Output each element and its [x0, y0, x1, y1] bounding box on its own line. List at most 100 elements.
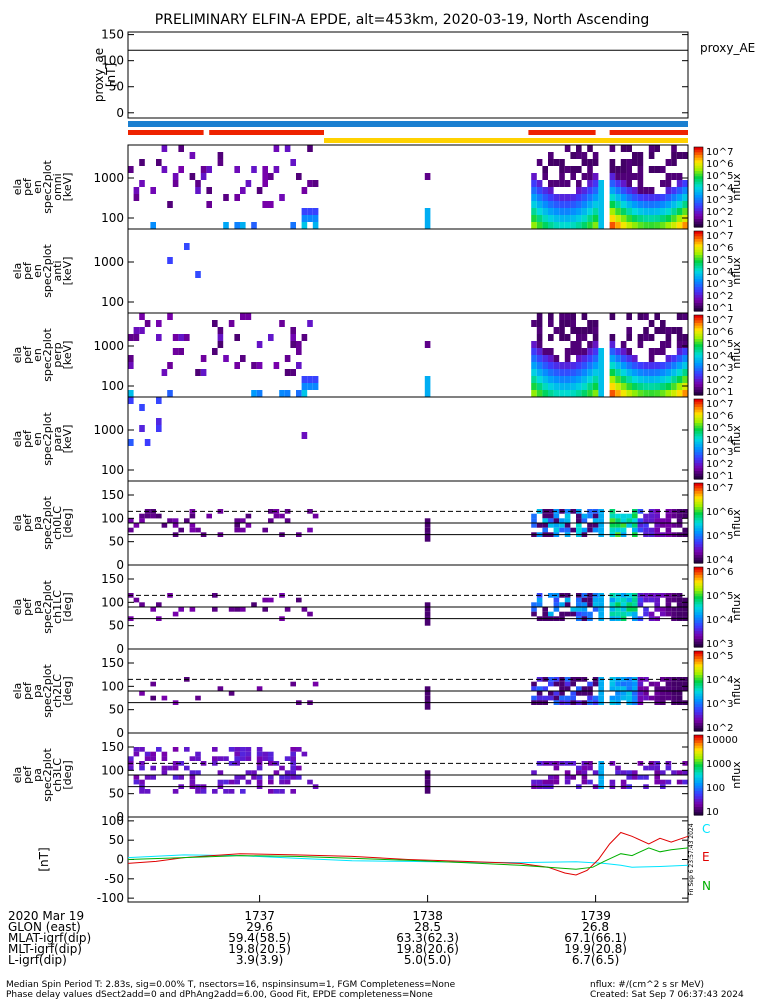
colorbar-step [694, 572, 703, 576]
heatmap-cell [268, 173, 274, 180]
colorbar-step [694, 672, 703, 676]
colorbar-step [694, 284, 703, 288]
heatmap-cell [307, 509, 313, 514]
heatmap-cell [195, 527, 201, 533]
heatmap-cell [682, 348, 688, 355]
heatmap-cell [536, 355, 543, 362]
heatmap-cell [665, 611, 672, 617]
heatmap-cell [676, 194, 683, 201]
heatmap-cell [301, 376, 308, 383]
heatmap-cell [665, 180, 672, 187]
heatmap-cell [262, 756, 268, 761]
heatmap-cell [626, 369, 632, 376]
colorbar-step [694, 567, 703, 571]
heatmap-cell [682, 187, 688, 194]
colorbar-step [694, 767, 703, 771]
heatmap-ylabel-line: ela [11, 683, 24, 700]
heatmap-cell [587, 602, 593, 607]
heatmap-cell [648, 597, 655, 603]
colorbar-step [694, 539, 703, 543]
heatmap-cell [581, 770, 588, 775]
heatmap-cell [587, 513, 593, 519]
heatmap-cell [559, 362, 565, 369]
heatmap-cell [559, 681, 565, 687]
heatmap-cell [637, 686, 644, 691]
heatmap-cell [626, 180, 632, 187]
heatmap-cell [570, 369, 576, 376]
heatmap-cell [139, 404, 145, 411]
heatmap-cell [581, 159, 588, 166]
heatmap-cell [542, 390, 548, 397]
heatmap-cell [570, 775, 576, 780]
heatmap-cell [626, 597, 632, 603]
heatmap-cell [671, 215, 677, 222]
heatmap-cell [643, 187, 649, 194]
heatmap-cell [139, 789, 145, 794]
heatmap-ytick-label: 1000 [93, 171, 124, 185]
heatmap-cell [564, 383, 571, 390]
heatmap-cell [564, 513, 571, 519]
heatmap-cell [279, 320, 285, 327]
heatmap-cell [424, 695, 431, 701]
heatmap-cell [615, 681, 621, 687]
heatmap-cell [632, 681, 638, 687]
heatmap-cell [637, 383, 644, 390]
heatmap-cell [133, 779, 140, 785]
heatmap-cell [665, 765, 672, 771]
heatmap-cell [676, 173, 683, 180]
heatmap-cell [598, 775, 604, 780]
heatmap-cell [564, 677, 571, 682]
heatmap-cell [587, 527, 593, 533]
proxy-ae-ytick-label: 150 [101, 28, 124, 42]
colorbar-step [694, 496, 703, 500]
heatmap-cell [626, 376, 632, 383]
heatmap-cell [273, 770, 280, 775]
colorbar-step [694, 661, 703, 665]
heatmap-cell [531, 518, 537, 523]
heatmap-cell [620, 376, 627, 383]
heatmap-cell [581, 775, 588, 780]
proxy-ae-ylabel-line: proxy_ae [92, 48, 106, 102]
heatmap-cell [234, 523, 240, 528]
heatmap-ylabel-line: ela [11, 263, 24, 280]
heatmap-cell [620, 201, 627, 208]
heatmap-cell [150, 187, 156, 194]
heatmap-cell [581, 222, 588, 229]
heatmap-cell [676, 390, 683, 397]
heatmap-cell [665, 597, 672, 603]
colorbar-step [694, 569, 703, 573]
heatmap-cell [570, 691, 576, 696]
heatmap-cell [424, 705, 431, 710]
heatmap-cell [671, 691, 677, 696]
heatmap-cell [648, 765, 655, 771]
colorbar-step [694, 197, 703, 201]
heatmap-cell [643, 313, 649, 320]
heatmap-cell [144, 320, 151, 327]
heatmap-cell [234, 222, 240, 229]
colorbar-step [694, 436, 703, 440]
colorbar-step [694, 189, 703, 193]
heatmap-cell [240, 756, 246, 761]
colorbar-frame [693, 734, 704, 816]
heatmap-cell [637, 159, 644, 166]
heatmap-cell [660, 611, 666, 617]
heatmap-cell [592, 208, 599, 215]
heatmap-cell [671, 513, 677, 519]
heatmap-cell [570, 320, 576, 327]
heatmap-cell [178, 775, 184, 780]
heatmap-cell [620, 686, 627, 691]
heatmap-cell [212, 789, 218, 794]
heatmap-cell [592, 355, 599, 362]
heatmap-cell [240, 313, 246, 320]
colorbar-step [694, 357, 703, 361]
colorbar-step [694, 675, 703, 679]
heatmap-ylabel-line: [deg] [61, 760, 74, 789]
heatmap-ylabel-line: spec2plot [41, 412, 54, 466]
heatmap-cell [570, 222, 576, 229]
heatmap-cell [531, 222, 537, 229]
colorbar-step [694, 812, 703, 816]
heatmap-cell [637, 201, 644, 208]
heatmap-cell [279, 775, 285, 780]
